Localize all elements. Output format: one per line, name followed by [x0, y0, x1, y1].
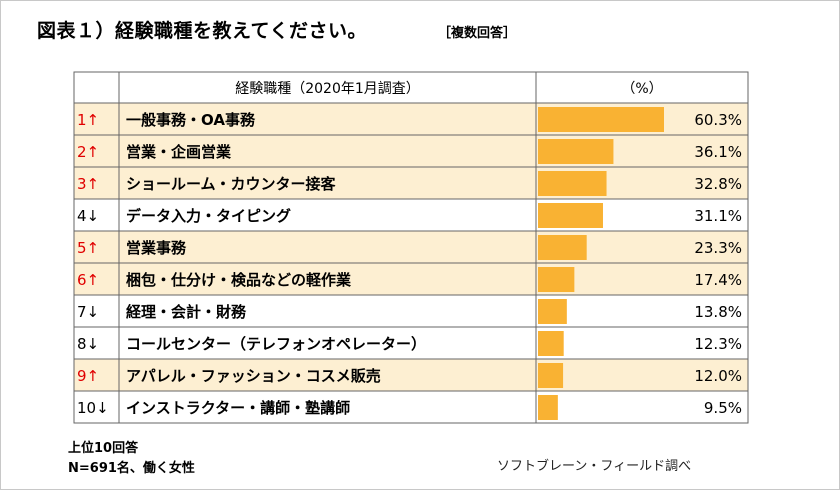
rank-10: 10↓: [77, 399, 109, 417]
rank-1: 1↑: [77, 111, 99, 129]
header-row-bg: [74, 72, 748, 103]
rank-9: 9↑: [77, 367, 99, 385]
rank-6: 6↑: [77, 271, 99, 289]
bar-1: [538, 107, 664, 132]
category-label-8: コールセンター（テレフォンオペレーター）: [126, 335, 426, 353]
category-label-10: インストラクター・講師・塾講師: [126, 399, 350, 417]
note-top10: 上位10回答: [68, 441, 139, 456]
rank-8: 8↓: [77, 335, 99, 353]
title-note: ［複数回答］: [438, 26, 517, 41]
value-label-10: 9.5%: [704, 399, 742, 417]
rank-7: 7↓: [77, 303, 99, 321]
row-bg-9: [74, 359, 748, 391]
category-label-5: 営業事務: [126, 239, 187, 257]
header-label-category: 経験職種（2020年1月調査）: [235, 81, 420, 97]
bar-10: [538, 395, 558, 420]
value-label-1: 60.3%: [694, 111, 742, 129]
chart-title: 図表１）経験職種を教えてください。: [37, 20, 367, 42]
bar-3: [538, 171, 607, 196]
category-label-9: アパレル・ファッション・コスメ販売: [126, 367, 381, 385]
bar-6: [538, 267, 575, 292]
bar-9: [538, 363, 564, 388]
row-bg-10: [74, 391, 748, 423]
value-label-9: 12.0%: [694, 367, 742, 385]
category-label-1: 一般事務・OA事務: [126, 111, 256, 129]
bar-2: [538, 139, 614, 164]
value-label-2: 36.1%: [694, 143, 742, 161]
source-note: ソフトブレーン・フィールド調べ: [497, 459, 692, 474]
value-label-3: 32.8%: [694, 175, 742, 193]
category-label-6: 梱包・仕分け・検品などの軽作業: [126, 271, 352, 289]
bar-5: [538, 235, 587, 260]
category-label-7: 経理・会計・財務: [126, 303, 247, 321]
category-label-4: データ入力・タイピング: [126, 207, 291, 225]
row-bg-5: [74, 231, 748, 263]
category-label-2: 営業・企画営業: [126, 143, 232, 161]
value-label-8: 12.3%: [694, 335, 742, 353]
rank-5: 5↑: [77, 239, 99, 257]
value-label-6: 17.4%: [694, 271, 742, 289]
row-bg-3: [74, 167, 748, 199]
note-sample-size: N=691名、働く女性: [68, 461, 195, 476]
value-label-5: 23.3%: [694, 239, 742, 257]
header-label-percent: （%）: [621, 81, 662, 97]
row-bg-8: [74, 327, 748, 359]
row-bg-7: [74, 295, 748, 327]
bar-7: [538, 299, 567, 324]
value-label-4: 31.1%: [694, 207, 742, 225]
bar-4: [538, 203, 603, 228]
category-label-3: ショールーム・カウンター接客: [126, 175, 337, 193]
rank-3: 3↑: [77, 175, 99, 193]
row-bg-6: [74, 263, 748, 295]
row-bg-2: [74, 135, 748, 167]
rank-2: 2↑: [77, 143, 99, 161]
value-label-7: 13.8%: [694, 303, 742, 321]
rank-4: 4↓: [77, 207, 99, 225]
bar-8: [538, 331, 564, 356]
row-bg-4: [74, 199, 748, 231]
